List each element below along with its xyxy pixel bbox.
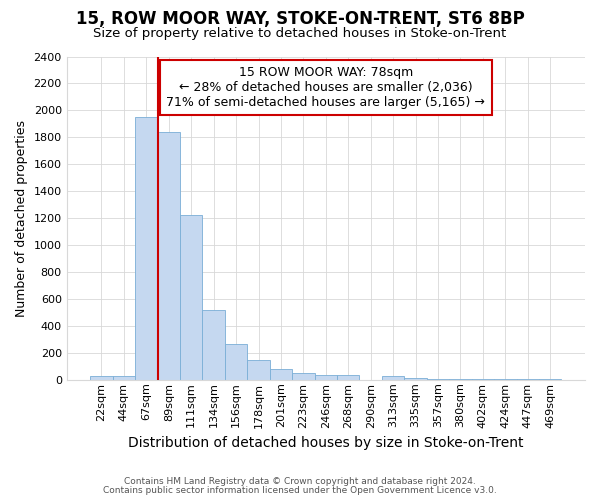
- Bar: [247, 360, 270, 380]
- Bar: [314, 375, 337, 380]
- Bar: [382, 376, 404, 380]
- Bar: [113, 376, 135, 380]
- Bar: [202, 310, 225, 380]
- X-axis label: Distribution of detached houses by size in Stoke-on-Trent: Distribution of detached houses by size …: [128, 436, 524, 450]
- Bar: [404, 378, 427, 380]
- Text: Size of property relative to detached houses in Stoke-on-Trent: Size of property relative to detached ho…: [94, 28, 506, 40]
- Bar: [158, 132, 180, 380]
- Bar: [135, 117, 158, 380]
- Text: Contains public sector information licensed under the Open Government Licence v3: Contains public sector information licen…: [103, 486, 497, 495]
- Text: Contains HM Land Registry data © Crown copyright and database right 2024.: Contains HM Land Registry data © Crown c…: [124, 477, 476, 486]
- Bar: [225, 344, 247, 380]
- Bar: [449, 379, 472, 380]
- Bar: [337, 375, 359, 380]
- Text: 15, ROW MOOR WAY, STOKE-ON-TRENT, ST6 8BP: 15, ROW MOOR WAY, STOKE-ON-TRENT, ST6 8B…: [76, 10, 524, 28]
- Bar: [270, 369, 292, 380]
- Bar: [180, 216, 202, 380]
- Y-axis label: Number of detached properties: Number of detached properties: [15, 120, 28, 316]
- Bar: [90, 376, 113, 380]
- Bar: [292, 373, 314, 380]
- Text: 15 ROW MOOR WAY: 78sqm
← 28% of detached houses are smaller (2,036)
71% of semi-: 15 ROW MOOR WAY: 78sqm ← 28% of detached…: [166, 66, 485, 109]
- Bar: [427, 379, 449, 380]
